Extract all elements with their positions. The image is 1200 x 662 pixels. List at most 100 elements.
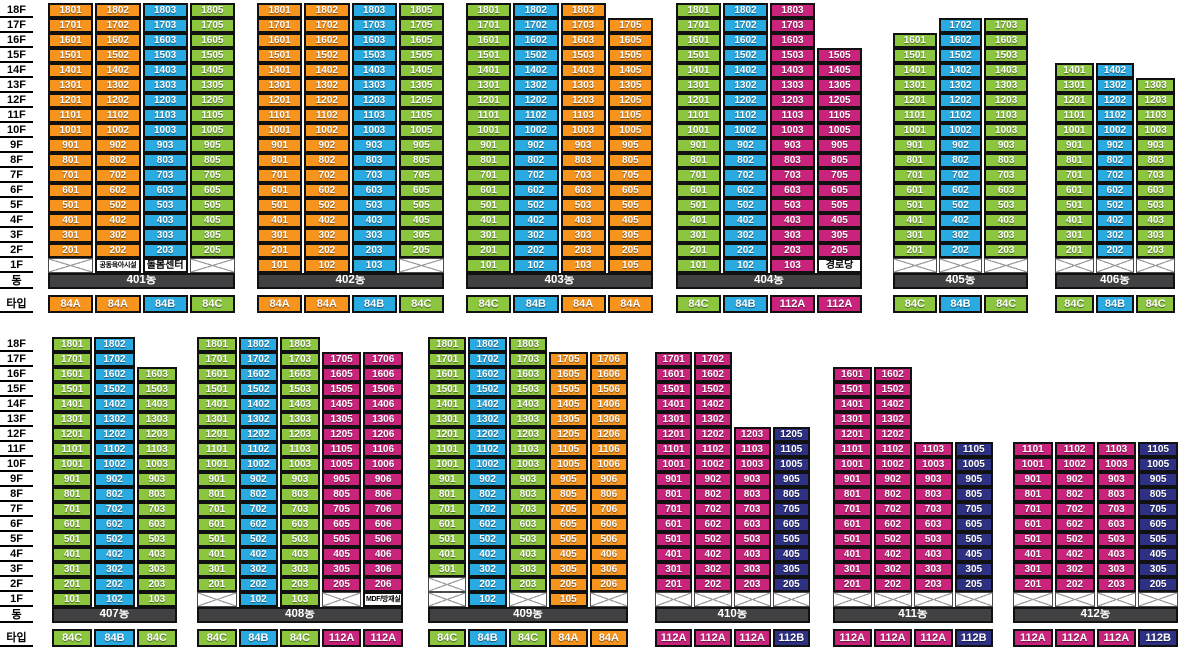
unit-cell: 1005 (398, 123, 444, 138)
unit-cell: 902 (468, 472, 507, 487)
unit-cell: 1102 (238, 442, 279, 457)
unit-cell: 1101 (428, 442, 467, 457)
building-410: 1701 1601 1501 1401 1301 1201 1101 1001 901 801 70… (655, 337, 810, 647)
unit-cell: 902 (1095, 138, 1135, 153)
unit-cell: 1702 (238, 352, 279, 367)
unit-cell: 1702 (468, 352, 507, 367)
unit-cell: 401 (1055, 213, 1094, 228)
unit-cell: 805 (189, 153, 235, 168)
no-unit-crossed-cell (321, 592, 362, 607)
unit-cell: 402 (1095, 213, 1135, 228)
unit-cell: 802 (238, 487, 279, 502)
unit-cell: 1301 (655, 412, 693, 427)
unit-cell: 1102 (1095, 108, 1135, 123)
type-cell: 84B (94, 629, 135, 647)
unit-cell: 405 (1138, 547, 1178, 562)
unit-cell: 401 (428, 547, 467, 562)
unit-cell: 1003 (142, 123, 188, 138)
unit-cell: 505 (189, 198, 235, 213)
unit-cell: 1201 (1055, 93, 1094, 108)
unit-cell: 1002 (723, 123, 768, 138)
type-cell: 84A (607, 295, 653, 313)
unit-cell: 703 (1136, 168, 1175, 183)
unit-cell: 605 (1138, 517, 1178, 532)
unit-cell: 1505 (817, 48, 862, 63)
no-unit-crossed-cell (1096, 592, 1137, 607)
unit-cell: 703 (142, 168, 188, 183)
unit-cell: 302 (873, 562, 912, 577)
unit-cell: 702 (238, 502, 279, 517)
type-cell: 84B (1095, 295, 1135, 313)
unit-cell: 601 (655, 517, 693, 532)
unit-cell: 1403 (142, 63, 188, 78)
unit-cell: 503 (280, 532, 320, 547)
no-unit-crossed-cell (1136, 258, 1175, 273)
unit-cell: 1402 (238, 397, 279, 412)
unit-cell: 401 (893, 213, 937, 228)
unit-cell: 801 (52, 487, 93, 502)
floor-label: 18F (0, 3, 33, 18)
unit-cell: 1303 (136, 412, 177, 427)
unit-cell: 805 (817, 153, 862, 168)
no-unit-crossed-cell (733, 592, 771, 607)
no-unit-crossed-cell (1013, 592, 1053, 607)
unit-cell: 503 (1136, 198, 1175, 213)
unit-cell: 1303 (508, 412, 548, 427)
unit-cell: 1102 (94, 442, 135, 457)
unit-cell: 705 (772, 502, 810, 517)
unit-cell: 1503 (280, 382, 320, 397)
unit-cell: 1103 (136, 442, 177, 457)
unit-cell: 602 (1054, 517, 1095, 532)
unit-cell: 1103 (351, 108, 397, 123)
unit-cell: 602 (468, 517, 507, 532)
unit-cell: 305 (549, 562, 588, 577)
floor-label: 4F (0, 547, 33, 562)
unit-cell: 1703 (508, 352, 548, 367)
unit-cell: 1502 (238, 382, 279, 397)
unit-cell: 1002 (938, 123, 983, 138)
unit-cell: 403 (280, 547, 320, 562)
floor-label: 14F (0, 63, 33, 78)
unit-cell: 105 (607, 258, 653, 273)
unit-cell: 205 (321, 577, 362, 592)
unit-cell: 1102 (694, 442, 732, 457)
unit-cell: 203 (984, 243, 1028, 258)
floor-label: 1F (0, 258, 33, 273)
unit-cell: 701 (676, 168, 721, 183)
unit-cell: 1206 (589, 427, 628, 442)
unit-cell: 1205 (549, 427, 588, 442)
unit-cell: 605 (549, 517, 588, 532)
unit-cell: 1701 (197, 352, 237, 367)
unit-cell: 1402 (1095, 63, 1135, 78)
floor-label: 13F (0, 412, 33, 427)
unit-cell: 1002 (694, 457, 732, 472)
unit-cell: 705 (398, 168, 444, 183)
no-unit-crossed-cell (833, 592, 872, 607)
unit-cell: 305 (1138, 562, 1178, 577)
unit-cell: 403 (351, 213, 397, 228)
unit-cell: 103 (351, 258, 397, 273)
floor-label: 7F (0, 168, 33, 183)
unit-cell: 1803 (508, 337, 548, 352)
unit-cell: 1103 (508, 442, 548, 457)
unit-cell: 1503 (984, 48, 1028, 63)
unit-cell: 405 (954, 547, 993, 562)
building-402: 1801 1701 1601 1501 1401 1301 1201 1101 1001 901 8… (257, 3, 444, 313)
unit-cell: 1501 (466, 48, 512, 63)
unit-cell: 1606 (589, 367, 628, 382)
unit-cell: 705 (1138, 502, 1178, 517)
unit-cell: 1003 (136, 457, 177, 472)
unit-cell: 703 (560, 168, 606, 183)
unit-cell: 1202 (938, 93, 983, 108)
unit-cell: 205 (817, 243, 862, 258)
unit-cell: 1205 (189, 93, 235, 108)
unit-cell: 603 (351, 183, 397, 198)
unit-cell: 801 (466, 153, 512, 168)
unit-cell: 405 (817, 213, 862, 228)
unit-cell: 1402 (94, 397, 135, 412)
unit-cell: 405 (398, 213, 444, 228)
floor-label: 3F (0, 562, 33, 577)
unit-cell: 1402 (694, 397, 732, 412)
unit-cell: 205 (549, 577, 588, 592)
unit-cell: 1602 (94, 367, 135, 382)
